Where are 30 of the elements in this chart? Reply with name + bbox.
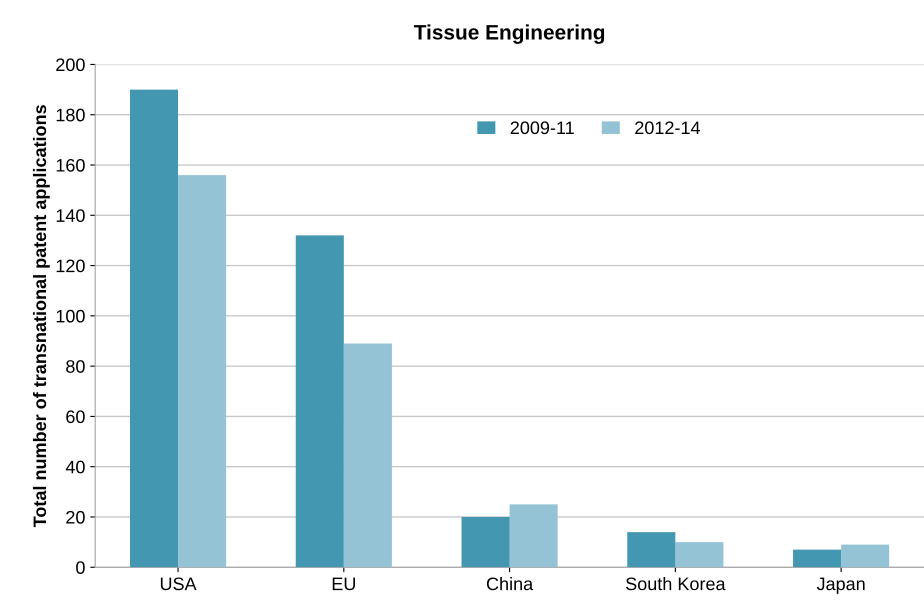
x-tick-label: USA — [160, 577, 197, 590]
x-tick-label: South Korea — [626, 576, 726, 590]
y-axis-title: Total number of transnational patent applications — [32, 105, 50, 528]
y-tick-label: 20 — [66, 510, 85, 524]
y-tick-label: 200 — [56, 58, 85, 72]
legend-label: 2012-14 — [635, 121, 700, 134]
bar — [344, 344, 392, 568]
bar — [627, 532, 676, 568]
bar — [510, 504, 558, 568]
bar — [841, 544, 890, 568]
y-tick-label: 60 — [66, 410, 85, 424]
x-tick-label: China — [486, 576, 534, 590]
x-tick-label: Japan — [816, 578, 865, 594]
y-tick-label: 100 — [56, 310, 85, 323]
legend-label: 2009-11 — [510, 121, 574, 134]
y-tick-label: 180 — [56, 108, 85, 122]
y-tick-label: 160 — [56, 158, 85, 172]
x-tick-label: EU — [332, 578, 355, 590]
y-tick-label: 0 — [76, 561, 85, 574]
bar — [130, 90, 178, 568]
bar — [296, 235, 344, 568]
y-tick-label: 140 — [56, 209, 85, 222]
bar — [675, 542, 724, 568]
y-tick-label: 120 — [56, 260, 85, 272]
y-tick-label: 40 — [66, 460, 85, 474]
bar — [462, 516, 510, 568]
bar — [178, 175, 226, 568]
chart-title: Tissue Engineering — [414, 24, 604, 44]
y-tick-label: 80 — [66, 360, 85, 373]
bar — [793, 550, 842, 568]
